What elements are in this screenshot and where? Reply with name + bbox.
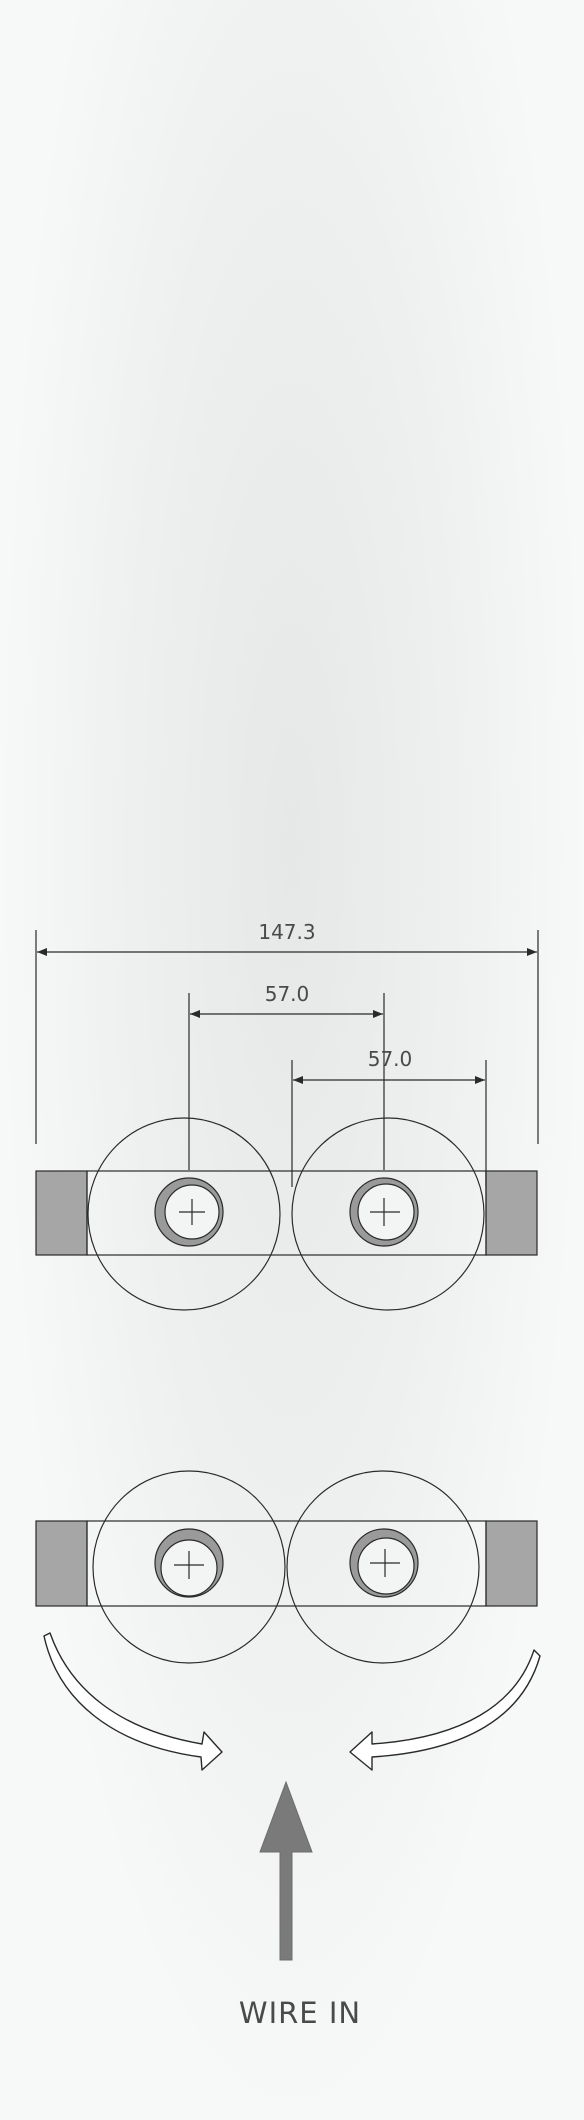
upper-assembly [35,1117,538,1311]
dimension-label-lower: 57.0 [368,1047,413,1071]
lower-roller-1 [92,1470,286,1664]
lower-bushing-1 [154,1528,224,1598]
upper-bushing-2 [349,1177,419,1247]
crosshair-icon [174,1551,204,1579]
upper-end-block-right [485,1170,538,1256]
dimension-lines [35,930,539,1187]
curved-arrow-icon [349,1649,541,1771]
lower-base-plate [86,1520,487,1607]
curved-arrow-icon [43,1632,223,1771]
crosshair-icon [370,1198,400,1226]
lower-end-block-right [485,1520,538,1607]
up-arrow-icon [259,1780,313,1961]
crosshair-icon [370,1549,400,1577]
dimension-label-upper: 57.0 [265,982,310,1006]
lower-end-block-left [35,1520,88,1607]
lower-bushing-2 [349,1528,419,1598]
wire-in-caption: WIRE IN [239,1996,361,2030]
lower-assembly [35,1470,538,1664]
upper-bushing-1 [154,1177,224,1247]
crosshair-icon [179,1199,205,1225]
upper-end-block-left [35,1170,88,1256]
lower-roller-2 [286,1470,480,1664]
dimension-label-overall: 147.3 [258,920,315,944]
upper-roller-1 [87,1117,281,1311]
upper-roller-2 [291,1117,485,1311]
upper-base-plate [86,1170,487,1256]
